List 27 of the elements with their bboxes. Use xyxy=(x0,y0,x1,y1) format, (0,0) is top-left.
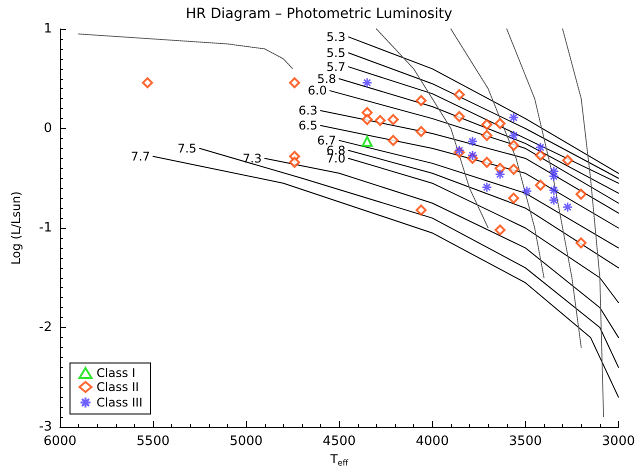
x-tick-label: 6000 xyxy=(43,434,77,449)
x-tick-label: 5500 xyxy=(136,434,170,449)
y-axis-title: Log (L/Lsun) xyxy=(9,191,23,265)
series-label: 7.5 xyxy=(177,141,197,156)
series-label: 7.7 xyxy=(130,149,150,164)
x-tick-label: 5000 xyxy=(230,434,263,449)
x-tick-label: 4000 xyxy=(416,434,449,449)
series-label: 6.0 xyxy=(308,84,327,98)
y-tick-label: 0 xyxy=(44,121,52,136)
series-label: 5.7 xyxy=(326,60,346,74)
x-tick-label: 3500 xyxy=(508,434,542,449)
series-label: 5.3 xyxy=(326,30,346,44)
legend-label: Class III xyxy=(96,396,143,410)
y-tick-label: -2 xyxy=(39,320,52,335)
y-tick-label: 1 xyxy=(44,22,52,36)
series-label: 5.5 xyxy=(326,46,346,60)
series-label: 6.5 xyxy=(298,118,318,133)
chart-title: HR Diagram – Photometric Luminosity xyxy=(186,6,452,22)
series-label: 5.8 xyxy=(317,72,336,86)
series-label: 7.3 xyxy=(242,151,262,166)
series-label: 6.3 xyxy=(298,104,318,118)
x-tick-label: 4500 xyxy=(322,434,356,449)
legend-label: Class I xyxy=(96,366,136,380)
legend-label: Class II xyxy=(96,380,139,394)
x-tick-label: 3000 xyxy=(602,434,636,449)
y-tick-label: -3 xyxy=(39,420,52,434)
y-tick-label: -1 xyxy=(39,220,52,236)
